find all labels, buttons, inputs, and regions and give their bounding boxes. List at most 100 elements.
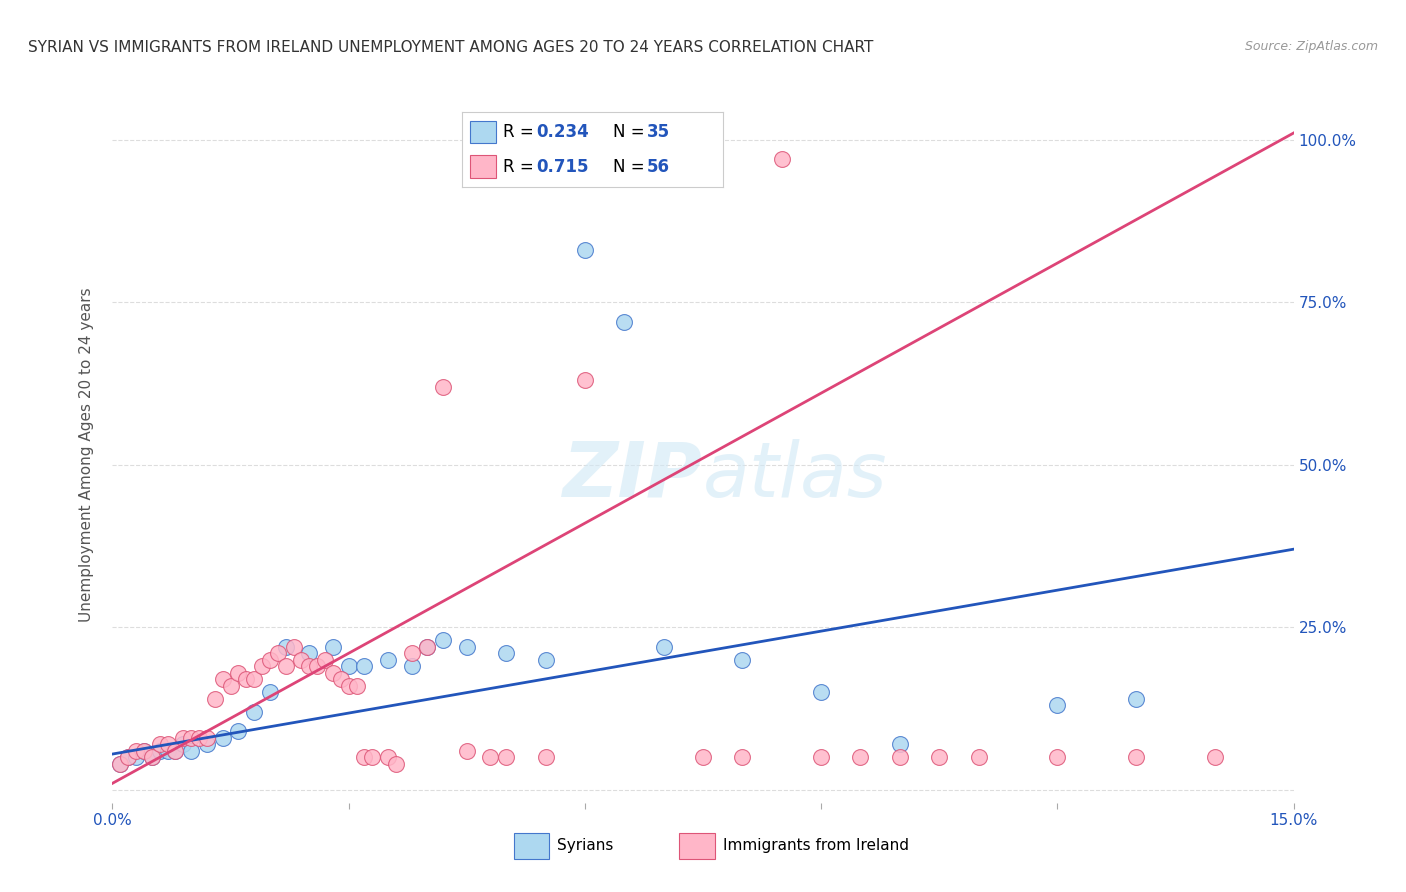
Point [652,640,675,654]
Point [322,665,344,680]
Point [329,672,352,686]
Text: ZIP: ZIP [564,439,703,513]
Point [353,750,375,764]
Text: R =: R = [503,123,538,141]
Point [377,653,399,667]
Point [377,750,399,764]
Point [211,672,233,686]
Point [228,724,250,739]
FancyBboxPatch shape [470,120,496,144]
Point [889,750,911,764]
Point [180,744,202,758]
Point [495,750,517,764]
Point [283,640,305,654]
Text: Immigrants from Ireland: Immigrants from Ireland [723,838,908,853]
Text: R =: R = [503,158,538,176]
Point [456,744,478,758]
Point [149,737,172,751]
Text: 35: 35 [647,123,671,141]
Point [401,646,423,660]
Text: SYRIAN VS IMMIGRANTS FROM IRELAND UNEMPLOYMENT AMONG AGES 20 TO 24 YEARS CORRELA: SYRIAN VS IMMIGRANTS FROM IRELAND UNEMPL… [28,40,873,55]
Point [810,750,832,764]
Point [298,659,321,673]
Point [259,653,281,667]
Point [172,737,194,751]
FancyBboxPatch shape [515,833,550,859]
Point [401,659,423,673]
Point [456,640,478,654]
Point [204,691,226,706]
Point [235,672,257,686]
Point [337,659,360,673]
Point [534,653,557,667]
Point [125,744,148,758]
Point [149,744,172,758]
Point [322,640,344,654]
Text: atlas: atlas [703,439,887,513]
Point [1125,750,1147,764]
Point [534,750,557,764]
Point [613,315,636,329]
Text: N =: N = [613,123,650,141]
Point [172,731,194,745]
Point [228,665,250,680]
Point [298,646,321,660]
Point [770,152,793,166]
Point [141,750,163,764]
Point [385,756,408,771]
Point [188,731,211,745]
Point [250,659,273,673]
Point [180,731,202,745]
Point [889,737,911,751]
Point [346,679,368,693]
Text: Source: ZipAtlas.com: Source: ZipAtlas.com [1244,40,1378,54]
Point [156,744,179,758]
Point [195,731,218,745]
Point [574,373,596,387]
Point [574,243,596,257]
Point [243,705,266,719]
Text: N =: N = [613,158,650,176]
Y-axis label: Unemployment Among Ages 20 to 24 years: Unemployment Among Ages 20 to 24 years [79,287,94,623]
Point [259,685,281,699]
Point [165,744,187,758]
Point [110,756,132,771]
Text: Syrians: Syrians [557,838,613,853]
Text: 0.715: 0.715 [537,158,589,176]
Point [165,744,187,758]
Point [810,685,832,699]
Point [274,659,297,673]
Point [156,737,179,751]
Point [117,750,139,764]
Point [416,640,439,654]
Point [361,750,384,764]
Point [125,750,148,764]
Point [337,679,360,693]
Point [290,653,312,667]
Text: 56: 56 [647,158,671,176]
Point [307,659,329,673]
Point [479,750,502,764]
Point [1046,698,1069,713]
Point [211,731,233,745]
Point [274,640,297,654]
Point [692,750,714,764]
Point [416,640,439,654]
Text: 0.234: 0.234 [537,123,589,141]
Point [432,633,454,648]
Point [1125,691,1147,706]
Point [731,653,754,667]
Point [219,679,242,693]
Point [731,750,754,764]
Point [243,672,266,686]
Point [1046,750,1069,764]
Point [967,750,990,764]
Point [613,152,636,166]
FancyBboxPatch shape [470,155,496,178]
Point [432,379,454,393]
Point [132,744,155,758]
Point [849,750,872,764]
Point [928,750,950,764]
Point [267,646,290,660]
Point [117,750,139,764]
